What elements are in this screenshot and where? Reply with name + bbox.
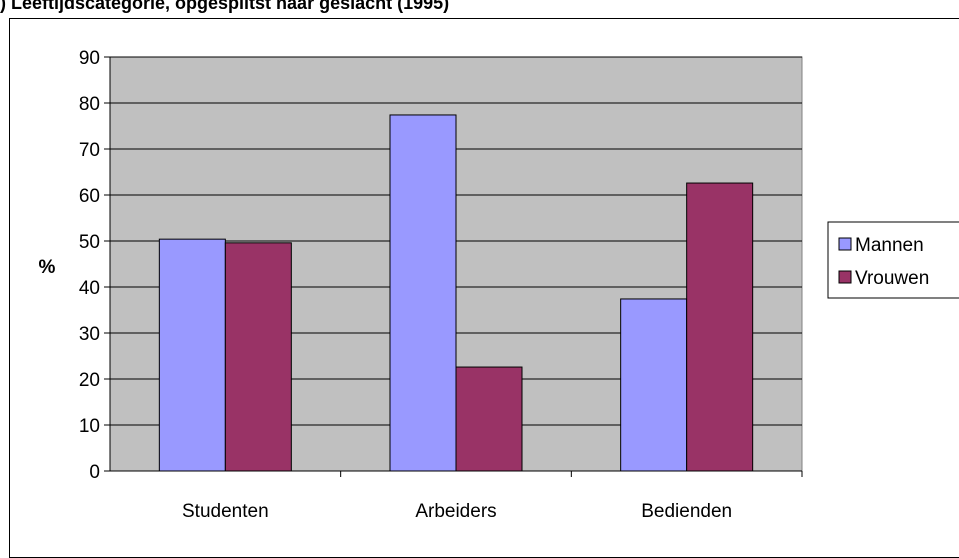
y-tick-label: 70 bbox=[79, 140, 100, 161]
legend-swatch-mannen bbox=[838, 237, 852, 251]
y-tick-label: 40 bbox=[79, 278, 100, 299]
legend-swatch-vrouwen bbox=[838, 270, 852, 284]
legend-box bbox=[827, 221, 959, 299]
y-tick-label: 90 bbox=[79, 48, 100, 69]
x-tick-label: Bedienden bbox=[641, 501, 732, 522]
legend-label-mannen: Mannen bbox=[855, 235, 924, 256]
y-axis-label: % bbox=[39, 257, 56, 278]
y-tick-label: 50 bbox=[79, 232, 100, 253]
bar-vrouwen-arbeiders bbox=[455, 366, 523, 472]
y-tick-label: 80 bbox=[79, 94, 100, 115]
y-tick-label: 60 bbox=[79, 186, 100, 207]
bar-mannen-bedienden bbox=[620, 298, 688, 472]
x-tick-label: Studenten bbox=[182, 501, 269, 522]
chart-title: ) Leeftijdscategorie, opgesplitst naar g… bbox=[0, 0, 450, 13]
legend-label-vrouwen: Vrouwen bbox=[855, 268, 929, 289]
y-tick-label: 20 bbox=[79, 370, 100, 391]
bar-vrouwen-bedienden bbox=[686, 182, 754, 472]
x-tick-label: Arbeiders bbox=[415, 501, 496, 522]
bar-vrouwen-studenten bbox=[224, 242, 292, 472]
y-tick-label: 10 bbox=[79, 416, 100, 437]
bar-mannen-studenten bbox=[158, 238, 226, 472]
bar-mannen-arbeiders bbox=[389, 114, 457, 472]
y-tick-label: 30 bbox=[79, 324, 100, 345]
y-tick-label: 0 bbox=[89, 462, 100, 483]
